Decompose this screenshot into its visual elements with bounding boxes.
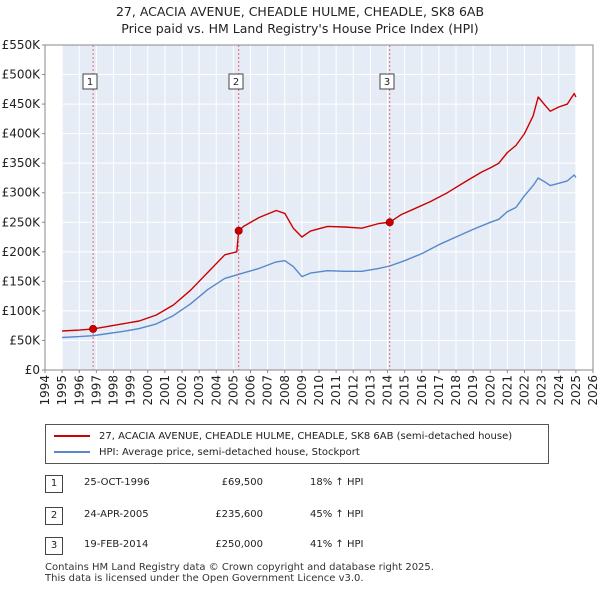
transaction-number: 2 xyxy=(45,507,63,525)
transaction-hpi: 45% ↑ HPI xyxy=(310,509,364,520)
transaction-date: 24-APR-2005 xyxy=(84,509,149,520)
sale-point xyxy=(385,218,394,227)
sale-point xyxy=(234,226,243,235)
x-tick-label: 1994 xyxy=(38,375,52,406)
transaction-row: 2 24-APR-2005 £235,600 45% ↑ HPI xyxy=(45,507,565,525)
x-tick-label: 2011 xyxy=(329,375,343,406)
x-tick-label: 1996 xyxy=(72,375,86,406)
transaction-number: 3 xyxy=(45,537,63,555)
x-tick-label: 2010 xyxy=(312,375,326,406)
x-tick-label: 2003 xyxy=(192,375,206,406)
pre-data-region xyxy=(45,45,63,370)
x-tick-label: 2000 xyxy=(141,375,155,406)
x-tick-label: 1995 xyxy=(55,375,69,406)
chart-title: 27, ACACIA AVENUE, CHEADLE HULME, CHEADL… xyxy=(115,4,485,19)
sale-marker-box xyxy=(82,73,98,90)
legend-swatch-red xyxy=(54,435,90,437)
transaction-row: 3 19-FEB-2014 £250,000 41% ↑ HPI xyxy=(45,537,565,555)
x-tick-label: 2022 xyxy=(518,375,532,406)
y-tick-label: £250K xyxy=(2,215,42,229)
x-tick-label: 2005 xyxy=(226,375,240,406)
sale-marker-label: 3 xyxy=(384,77,390,88)
transaction-date: 19-FEB-2014 xyxy=(84,539,149,550)
transaction-date: 25-OCT-1996 xyxy=(84,477,150,488)
y-tick-label: £100K xyxy=(2,304,42,318)
footer-line-1: Contains HM Land Registry data © Crown c… xyxy=(45,562,434,573)
transaction-number: 1 xyxy=(45,475,63,493)
transaction-price: £235,600 xyxy=(215,509,263,520)
sale-marker-box xyxy=(228,73,244,90)
x-tick-label: 2012 xyxy=(346,375,360,406)
y-tick-label: £350K xyxy=(2,156,42,170)
sale-marker-box xyxy=(379,73,395,90)
x-tick-label: 2008 xyxy=(278,375,292,406)
x-tick-label: 2009 xyxy=(295,375,309,406)
y-tick-label: £300K xyxy=(2,186,42,200)
x-tick-label: 2001 xyxy=(158,375,172,406)
chart-subtitle: Price paid vs. HM Land Registry's House … xyxy=(121,21,479,36)
x-tick-label: 1997 xyxy=(89,375,103,406)
x-tick-label: 2015 xyxy=(398,375,412,406)
legend: 27, ACACIA AVENUE, CHEADLE HULME, CHEADL… xyxy=(45,424,549,464)
x-tick-label: 2025 xyxy=(569,375,583,406)
x-tick-label: 2017 xyxy=(432,375,446,406)
x-tick-label: 2014 xyxy=(381,375,395,406)
x-tick-label: 2002 xyxy=(175,375,189,406)
y-tick-label: £150K xyxy=(2,274,42,288)
transaction-hpi: 41% ↑ HPI xyxy=(310,539,364,550)
y-tick-label: £450K xyxy=(2,97,42,111)
footer-line-2: This data is licensed under the Open Gov… xyxy=(45,573,364,584)
y-tick-label: £550K xyxy=(2,38,42,52)
property-price-line xyxy=(62,92,577,332)
sale-marker-label: 2 xyxy=(233,77,239,88)
x-tick-label: 2013 xyxy=(363,375,377,406)
x-tick-label: 2024 xyxy=(552,375,566,406)
sale-marker-label: 1 xyxy=(87,77,93,88)
y-tick-label: £50K xyxy=(9,333,41,347)
x-tick-label: 2006 xyxy=(244,375,258,406)
transaction-row: 1 25-OCT-1996 £69,500 18% ↑ HPI xyxy=(45,475,565,493)
y-tick-label: £200K xyxy=(2,245,42,259)
x-tick-label: 2004 xyxy=(209,375,223,406)
x-tick-label: 2021 xyxy=(500,375,514,406)
hpi-line xyxy=(62,174,577,339)
x-tick-label: 2019 xyxy=(466,375,480,406)
price-chart: 1 2 3 £0 £50K £100K £150K £200K £250K £300K £350K… xyxy=(2,38,600,406)
y-tick-label: £0 xyxy=(25,363,40,377)
x-tick-label: 2018 xyxy=(449,375,463,406)
x-tick-label: 1999 xyxy=(124,375,138,406)
legend-item-hpi: HPI: Average price, semi-detached house,… xyxy=(54,445,360,459)
x-tick-label: 1998 xyxy=(107,375,121,406)
post-data-region xyxy=(575,45,593,370)
legend-swatch-blue xyxy=(54,451,90,453)
x-tick-label: 2020 xyxy=(483,375,497,406)
footer: Contains HM Land Registry data © Crown c… xyxy=(45,562,434,584)
x-tick-label: 2007 xyxy=(261,375,275,406)
transaction-price: £250,000 xyxy=(215,539,263,550)
transaction-price: £69,500 xyxy=(221,477,263,488)
x-tick-label: 2026 xyxy=(586,375,600,406)
y-tick-label: £400K xyxy=(2,127,42,141)
x-tick-label: 2023 xyxy=(535,375,549,406)
legend-label-property: 27, ACACIA AVENUE, CHEADLE HULME, CHEADL… xyxy=(99,430,513,442)
y-tick-label: £500K xyxy=(2,68,42,82)
legend-label-hpi: HPI: Average price, semi-detached house,… xyxy=(99,446,360,458)
sale-point xyxy=(89,324,98,333)
x-tick-label: 2016 xyxy=(415,375,429,406)
legend-item-property: 27, ACACIA AVENUE, CHEADLE HULME, CHEADL… xyxy=(54,429,512,443)
transaction-hpi: 18% ↑ HPI xyxy=(310,477,364,488)
